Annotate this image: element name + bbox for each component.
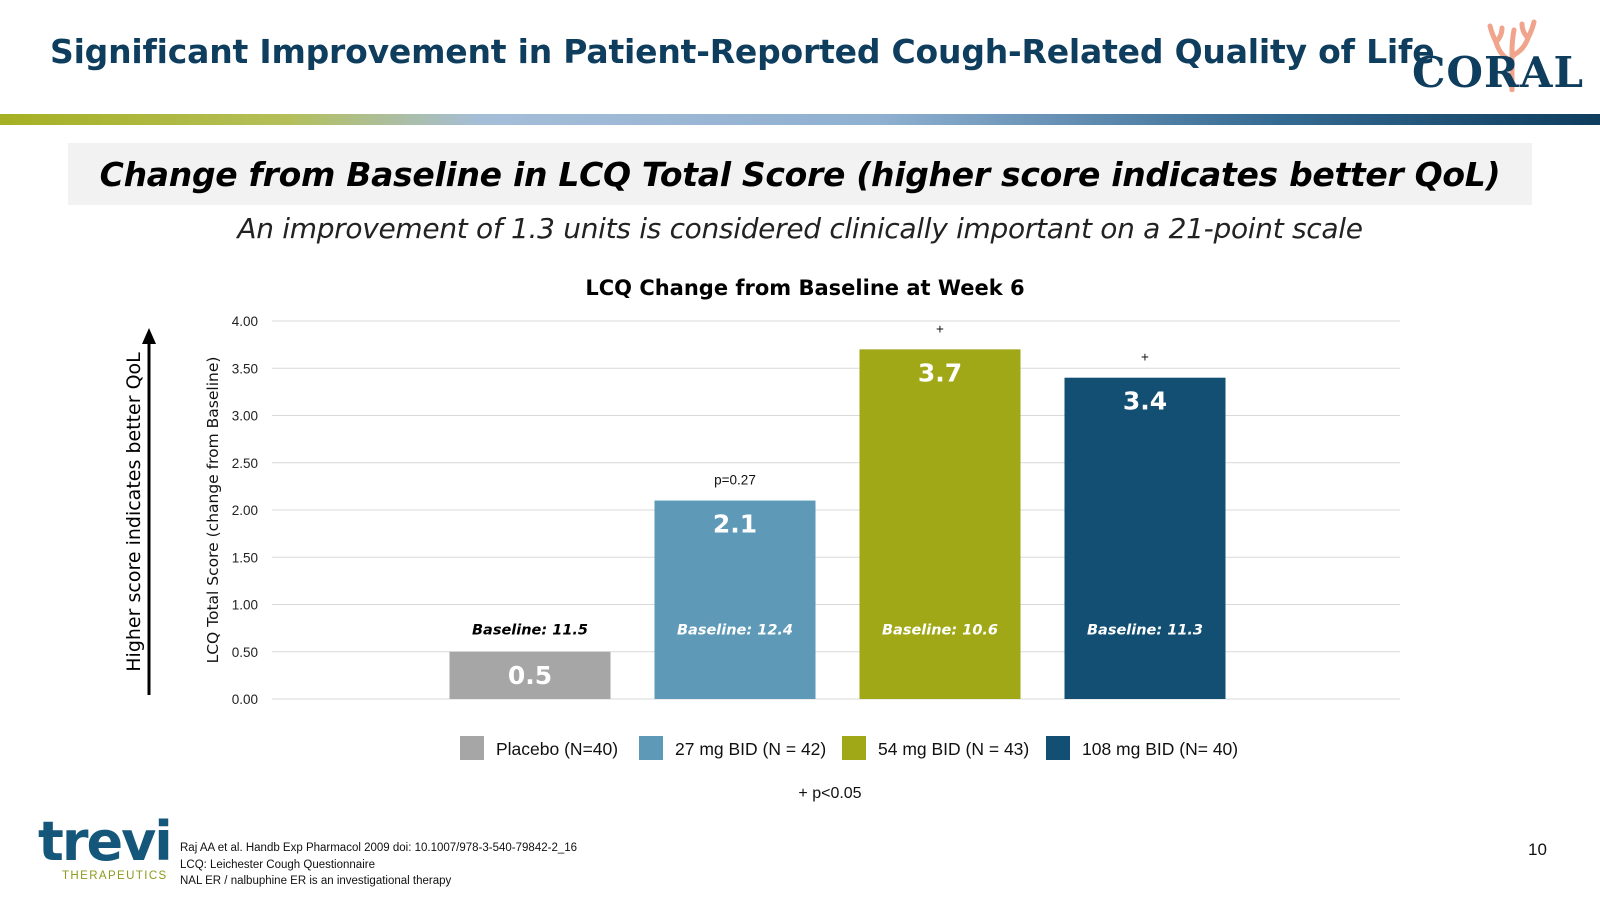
side-arrow-label: Higher score indicates better QoL	[123, 352, 145, 672]
references: Raj AA et al. Handb Exp Pharmacol 2009 d…	[180, 840, 577, 890]
header-divider-band	[0, 114, 1600, 125]
bar-value-label: 0.5	[508, 661, 552, 690]
y-tick-label: 0.50	[232, 645, 258, 660]
reference-line: LCQ: Leichester Cough Questionnaire	[180, 858, 375, 871]
chart-subheader: An improvement of 1.3 units is considere…	[237, 212, 1363, 245]
legend-label: 54 mg BID (N = 43)	[878, 739, 1029, 759]
bar	[1064, 377, 1226, 699]
y-tick-label: 1.50	[232, 550, 258, 565]
bar	[449, 651, 611, 699]
baseline-label: Baseline: 11.3	[1087, 623, 1203, 639]
bar	[859, 349, 1021, 699]
bar	[654, 500, 816, 699]
legend-swatch	[460, 736, 484, 760]
trevi-subtitle: THERAPEUTICS	[62, 870, 168, 882]
chart-header-box: Change from Baseline in LCQ Total Score …	[68, 143, 1532, 205]
y-tick-label: 3.50	[232, 361, 258, 376]
coral-wordmark: CORAL	[1412, 48, 1585, 97]
bar-value-label: 2.1	[713, 510, 757, 539]
y-tick-label: 1.00	[232, 598, 258, 613]
legend-swatch	[842, 736, 866, 760]
legend-label: Placebo (N=40)	[496, 739, 618, 759]
slide-title: Significant Improvement in Patient-Repor…	[50, 32, 1435, 71]
chart-header-text: Change from Baseline in LCQ Total Score …	[99, 154, 1501, 194]
page-number: 10	[1528, 840, 1547, 859]
legend-swatch	[639, 736, 663, 760]
y-tick-label: 2.00	[232, 503, 258, 518]
significance-footnote: + p<0.05	[798, 785, 861, 802]
bar-value-label: 3.7	[918, 358, 962, 387]
legend-label: 27 mg BID (N = 42)	[675, 739, 826, 759]
legend-label: 108 mg BID (N= 40)	[1082, 739, 1238, 759]
chart-title: LCQ Change from Baseline at Week 6	[585, 276, 1024, 300]
trevi-wordmark: trevi	[38, 810, 173, 873]
legend-swatch	[1046, 736, 1070, 760]
y-tick-label: 4.00	[232, 314, 258, 329]
baseline-label: Baseline: 10.6	[882, 623, 998, 639]
coral-logo: CORAL	[1412, 12, 1592, 97]
baseline-label: Baseline: 11.5	[472, 623, 588, 639]
reference-line: Raj AA et al. Handb Exp Pharmacol 2009 d…	[180, 842, 578, 854]
baseline-label: Baseline: 12.4	[677, 623, 793, 639]
reference-line: NAL ER / nalbuphine ER is an investigati…	[180, 875, 452, 887]
significance-annotation: +	[1141, 350, 1149, 365]
y-tick-label: 2.50	[232, 456, 258, 471]
up-arrow-icon	[142, 328, 156, 344]
significance-annotation: +	[936, 321, 944, 336]
bar-value-label: 3.4	[1123, 387, 1167, 416]
y-axis-label: LCQ Total Score (change from Baseline)	[204, 357, 222, 664]
significance-annotation: p=0.27	[714, 473, 756, 488]
trevi-logo: trevi THERAPEUTICS	[38, 812, 173, 888]
y-tick-label: 0.00	[232, 692, 258, 707]
coral-branch-icon	[1487, 19, 1537, 92]
y-tick-label: 3.00	[232, 409, 258, 424]
